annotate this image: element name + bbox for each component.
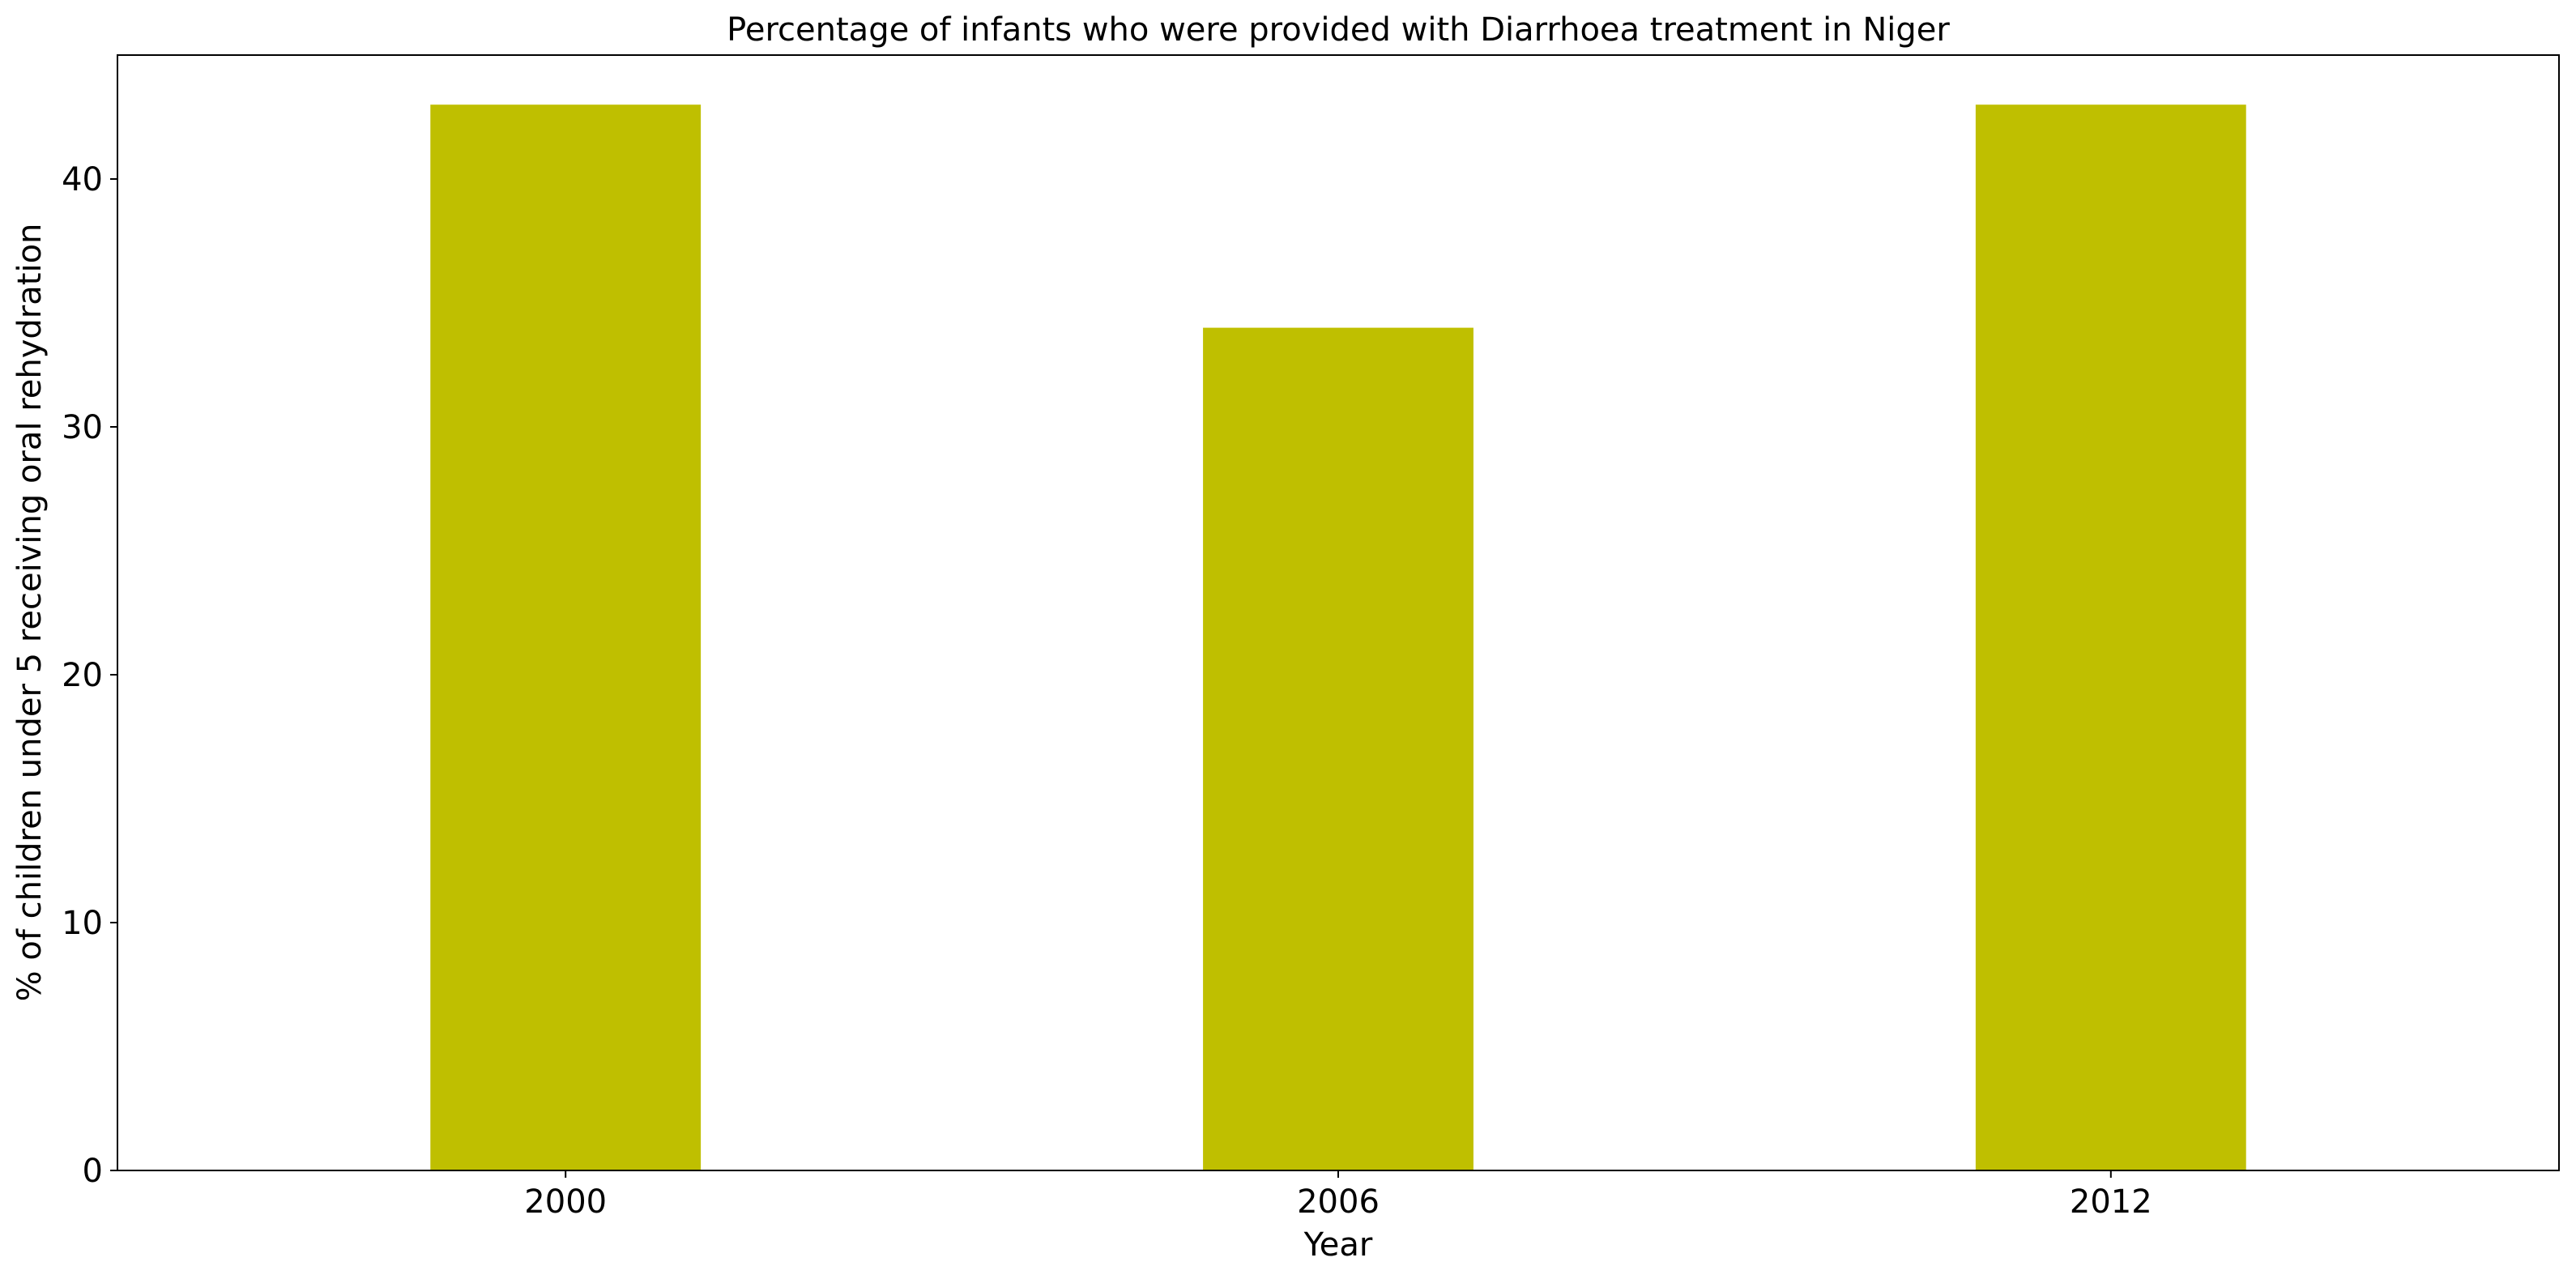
- bar-2000: [430, 104, 702, 1171]
- y-tick-label-40: 40: [62, 161, 103, 198]
- x-axis-label: Year: [1303, 1226, 1373, 1264]
- y-tick-label-20: 20: [62, 657, 103, 694]
- y-axis-label: % of children under 5 receiving oral reh…: [11, 224, 49, 1002]
- x-axis-ticks: 2000 2006 2012: [524, 1170, 2152, 1221]
- x-tick-label-2012: 2012: [2070, 1183, 2152, 1221]
- bar-2012: [1975, 104, 2246, 1171]
- chart-title: Percentage of infants who were provided …: [727, 11, 1950, 49]
- y-axis-ticks: 0 10 20 30 40: [62, 161, 117, 1190]
- bars-layer: [430, 104, 2246, 1171]
- y-tick-label-10: 10: [62, 905, 103, 942]
- x-tick-label-2006: 2006: [1297, 1183, 1380, 1221]
- bar-2006: [1203, 327, 1474, 1171]
- y-tick-label-30: 30: [62, 409, 103, 446]
- plot-frame: [117, 54, 2560, 1171]
- y-tick-label-0: 0: [83, 1153, 103, 1190]
- x-tick-label-2000: 2000: [524, 1183, 607, 1221]
